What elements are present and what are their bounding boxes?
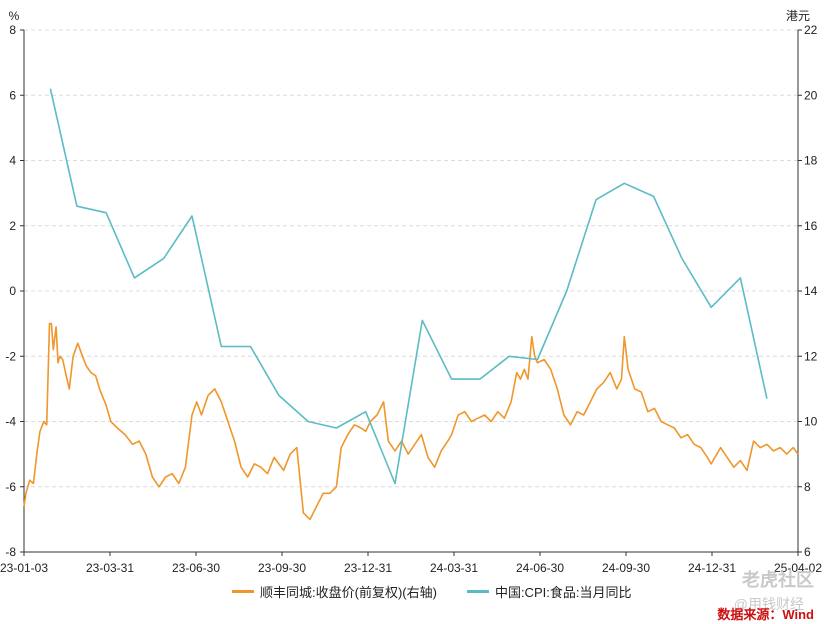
- legend-item-cpi-food: 中国:CPI:食品:当月同比: [466, 582, 632, 601]
- y-right-tick-label: 20: [804, 88, 818, 102]
- x-tick-label: 23-03-31: [86, 561, 134, 575]
- y-left-tick-label: -4: [5, 415, 16, 429]
- x-tick-label: 23-12-31: [344, 561, 392, 575]
- legend-swatch-teal: [466, 590, 489, 593]
- y-right-tick-label: 22: [804, 23, 818, 37]
- source-text: 数据来源：Wind: [717, 607, 814, 622]
- y-right-tick-label: 14: [804, 284, 818, 298]
- x-tick-label: 24-03-31: [430, 561, 478, 575]
- y-left-tick-label: 6: [9, 88, 16, 102]
- x-tick-label: 23-06-30: [172, 561, 220, 575]
- legend-label-cpi-food: 中国:CPI:食品:当月同比: [494, 585, 632, 600]
- legend-item-sf-price: 顺丰同城:收盘价(前复权)(右轴): [232, 582, 437, 601]
- legend-label-sf-price: 顺丰同城:收盘价(前复权)(右轴): [260, 585, 437, 600]
- y-left-tick-label: 4: [9, 154, 16, 168]
- series-line-sf-price: [23, 322, 799, 521]
- watermark-sub: @用钱财经: [733, 596, 804, 612]
- x-tick-label: 23-01-03: [0, 561, 48, 575]
- y-left-tick-label: -8: [5, 545, 16, 559]
- x-tick-label: 24-06-30: [516, 561, 564, 575]
- y-left-tick-label: 8: [9, 23, 16, 37]
- y-left-tick-label: 2: [9, 219, 16, 233]
- series-line-cpi-food: [49, 88, 768, 485]
- y-left-tick-label: 0: [9, 284, 16, 298]
- y-left-unit: %: [9, 9, 20, 23]
- y-right-unit: 港元: [786, 9, 810, 23]
- legend: 顺丰同城:收盘价(前复权)(右轴) 中国:CPI:食品:当月同比: [232, 582, 631, 601]
- x-tick-label: 24-09-30: [602, 561, 650, 575]
- y-left-tick-label: -2: [5, 349, 16, 363]
- y-right-tick-label: 18: [804, 154, 818, 168]
- y-right-tick-label: 16: [804, 219, 818, 233]
- legend-swatch-orange: [232, 590, 254, 593]
- x-tick-label: 23-09-30: [258, 561, 306, 575]
- y-right-tick-label: 10: [804, 415, 818, 429]
- y-left-tick-label: -6: [5, 480, 16, 494]
- y-right-tick-label: 6: [804, 545, 811, 559]
- y-right-tick-label: 12: [804, 349, 818, 363]
- x-tick-label: 24-12-31: [688, 561, 736, 575]
- x-tick-label: 25-04-02: [774, 561, 822, 575]
- y-right-tick-label: 8: [804, 480, 811, 494]
- watermark: 老虎社区: [742, 570, 814, 590]
